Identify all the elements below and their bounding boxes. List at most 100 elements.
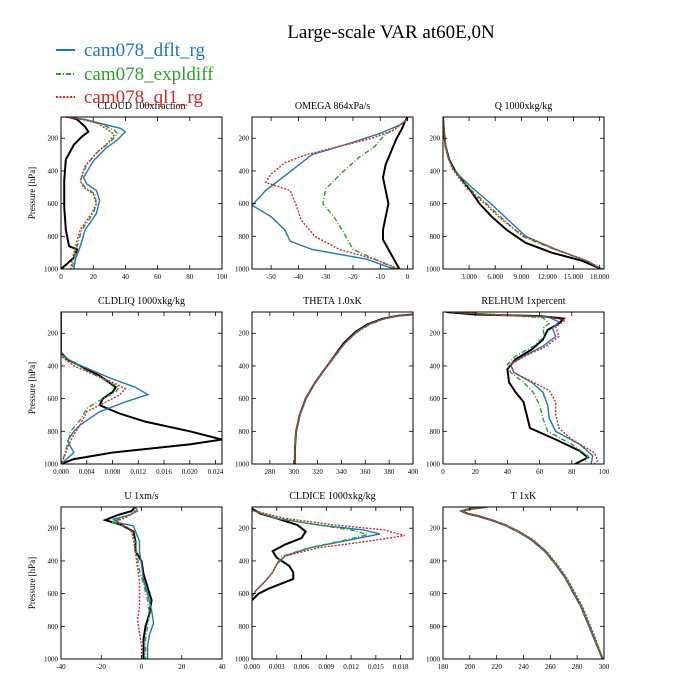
y-tick-label: 200 (430, 135, 441, 143)
x-tick-label: 0.000 (53, 468, 69, 476)
y-tick-label: 200 (430, 330, 441, 338)
panel-title: Q 1000xkg/kg (495, 101, 553, 112)
panel-1: CLOUD 100xfraction 0 20 40 60 80 100 200 400 600 8… (27, 101, 228, 281)
y-tick-label: 400 (430, 557, 441, 565)
panel-6: RELHUM 1xpercent 0 20 40 60 80 100 200 400 600 800… (426, 296, 610, 476)
panel-title: CLDLIQ 1000xkg/kg (98, 296, 185, 307)
y-tick-label: 600 (430, 590, 441, 598)
panel-frame (251, 311, 414, 465)
series-line-3 (65, 117, 119, 269)
y-tick-label: 600 (430, 395, 441, 403)
y-tick-label: 400 (48, 557, 59, 565)
x-tick-label: 300 (288, 468, 299, 476)
panel-frame (60, 506, 223, 660)
panel-7: U 1xm/s -40 -20 0 20 40 200 400 600 800 1000 Pressu… (27, 491, 226, 671)
y-tick-label: 800 (430, 233, 441, 241)
panel-9: T 1xK 180 200 220 240 260 280 300 200 400 600 800 10… (426, 491, 610, 671)
series-line-1 (458, 507, 604, 659)
y-tick-label: 200 (239, 525, 250, 533)
y-tick-label: 1000 (44, 461, 59, 469)
panel-frame (60, 116, 223, 270)
legend: cam078_dflt_rg cam078_expldiffcam078_ql1_… (56, 40, 214, 108)
x-tick-label: 18.000 (590, 273, 610, 281)
x-tick-label: -20 (97, 663, 107, 671)
x-tick-label: -50 (266, 273, 276, 281)
x-tick-label: 60 (154, 273, 162, 281)
panel-title: T 1xK (511, 491, 537, 502)
series-line-4 (294, 313, 413, 464)
series-line-2 (252, 509, 381, 598)
y-tick-label: 1000 (235, 461, 250, 469)
y-tick-label: 800 (430, 428, 441, 436)
series-line-3 (61, 312, 120, 464)
series-line-4 (443, 117, 602, 269)
series-line-3 (443, 117, 602, 269)
panel-3: Q 1000xkg/kg 3.000 6.000 9.000 12.000 15.000 1… (426, 101, 610, 281)
y-tick-label: 800 (48, 233, 59, 241)
panel-frame (442, 506, 605, 660)
x-tick-label: -30 (321, 273, 331, 281)
series-line-2 (294, 313, 413, 464)
x-tick-label: 0.016 (156, 468, 172, 476)
y-tick-label: 200 (430, 525, 441, 533)
series-line-4 (65, 117, 116, 269)
x-tick-label: 40 (504, 468, 512, 476)
panel-4: CLDLIQ 1000xkg/kg 0.000 0.004 0.008 0.012 0.0… (27, 296, 224, 476)
y-tick-label: 200 (48, 525, 59, 533)
x-tick-label: 0.012 (130, 468, 146, 476)
x-tick-label: 80 (568, 468, 576, 476)
y-tick-label: 600 (239, 395, 250, 403)
x-tick-label: 0.009 (318, 663, 334, 671)
x-tick-label: 9.000 (513, 273, 529, 281)
x-tick-label: 260 (545, 663, 556, 671)
y-tick-label: 600 (48, 395, 59, 403)
y-tick-label: 400 (430, 362, 441, 370)
series-line-4 (252, 509, 405, 598)
panel-title: RELHUM 1xpercent (481, 296, 565, 307)
legend-entry: cam078_ql1_rg (84, 87, 203, 108)
y-tick-label: 400 (48, 362, 59, 370)
legend-entry: cam078_dflt_rg (84, 40, 206, 61)
y-tick-label: 200 (239, 330, 250, 338)
y-tick-label: 400 (430, 167, 441, 175)
x-tick-label: 300 (599, 663, 610, 671)
x-tick-label: 12.000 (538, 273, 558, 281)
panel-frame (251, 506, 414, 660)
series-line-2 (443, 117, 603, 269)
series-line-4 (115, 507, 143, 659)
series-line-4 (61, 312, 127, 464)
x-tick-label: 0.004 (79, 468, 95, 476)
x-tick-label: 200 (465, 663, 476, 671)
x-tick-label: 360 (360, 468, 371, 476)
y-tick-label: 600 (430, 200, 441, 208)
x-tick-label: 20 (178, 663, 186, 671)
y-axis-label: Pressure [hPa] (27, 362, 37, 414)
x-tick-label: 0.012 (343, 663, 359, 671)
x-tick-label: 0.024 (208, 468, 224, 476)
x-tick-label: 60 (536, 468, 544, 476)
y-tick-label: 1000 (426, 461, 441, 469)
x-tick-label: 0.000 (244, 663, 260, 671)
series-line-4 (461, 507, 604, 659)
x-tick-label: 40 (122, 273, 130, 281)
series-line-1 (61, 312, 222, 464)
x-tick-label: 380 (384, 468, 395, 476)
x-tick-label: 15.000 (564, 273, 584, 281)
y-tick-label: 800 (48, 623, 59, 631)
series-line-3 (294, 314, 413, 464)
series-line-1 (443, 117, 602, 269)
series-line-3 (451, 312, 589, 464)
y-tick-label: 800 (430, 623, 441, 631)
y-tick-label: 400 (239, 167, 250, 175)
x-tick-label: 340 (336, 468, 347, 476)
x-tick-label: 100 (599, 468, 610, 476)
y-tick-label: 800 (239, 623, 250, 631)
x-tick-label: 220 (491, 663, 502, 671)
series-line-2 (252, 118, 408, 269)
y-tick-label: 400 (48, 167, 59, 175)
y-tick-label: 1000 (426, 656, 441, 664)
panel-title: THETA 1.0xK (303, 296, 362, 307)
y-tick-label: 600 (239, 590, 250, 598)
y-tick-label: 600 (48, 200, 59, 208)
